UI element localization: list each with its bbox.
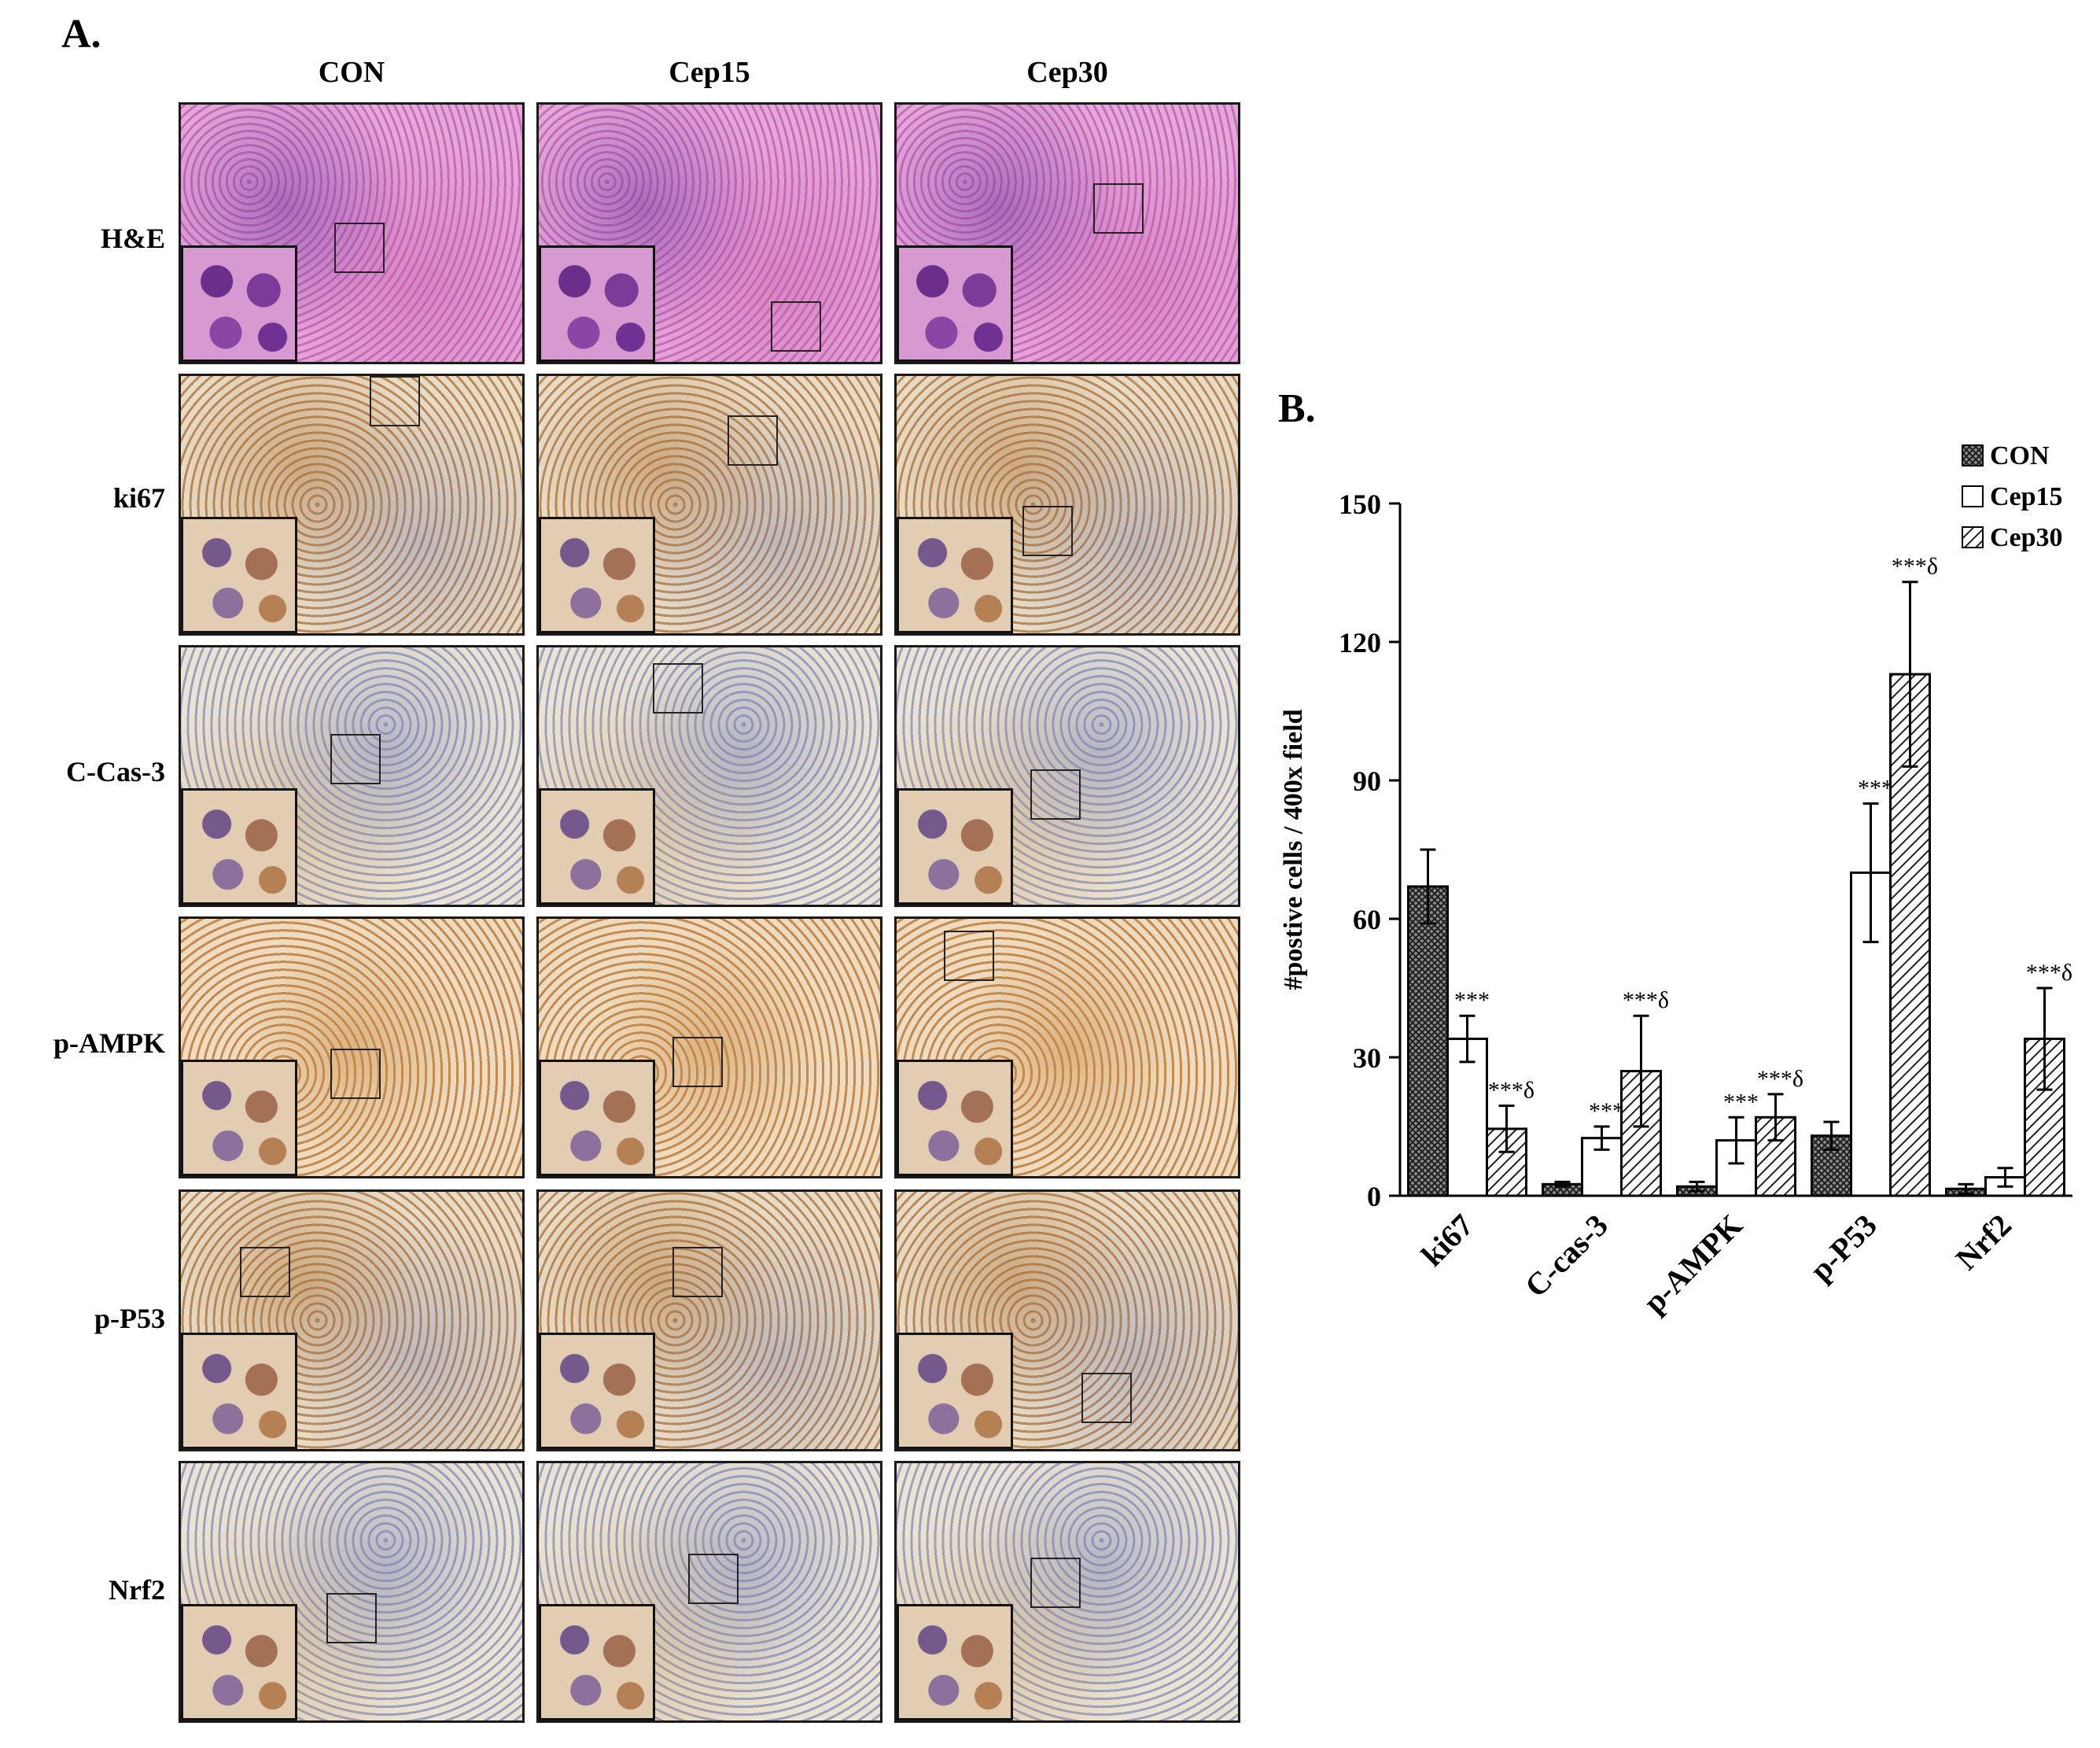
bar-cep15-p-p53 (1850, 871, 1892, 1197)
micrograph-p-p53-con (179, 1189, 525, 1451)
x-category-label: p-P53 (1803, 1208, 1884, 1289)
panel-b-label: B. (1278, 386, 1316, 431)
legend-label-cep30: Cep30 (1990, 523, 2063, 552)
x-category-label: C-cas-3 (1518, 1208, 1615, 1304)
x-category-label: ki67 (1414, 1208, 1480, 1274)
micrograph-inset (181, 1333, 297, 1449)
micrograph-nrf2-con (179, 1461, 525, 1723)
legend-label-con: CON (1990, 441, 2050, 470)
micrograph-inset (539, 788, 655, 905)
significance-label: *** (1454, 987, 1490, 1013)
micrograph-c-cas-3-cep30 (894, 645, 1240, 907)
significance-label: *** (1589, 1098, 1624, 1124)
y-axis-label: #postive cells / 400x field (1279, 709, 1308, 990)
micrograph-inset (539, 1604, 655, 1720)
zoom-region-box (1030, 1558, 1081, 1608)
zoom-region-box (944, 931, 994, 981)
legend-swatch-cep30 (1962, 526, 1984, 548)
y-tick-label: 150 (1339, 489, 1381, 520)
micrograph-inset (181, 1060, 297, 1176)
micrograph-p-p53-cep30 (894, 1189, 1240, 1451)
bar-cep15-ki67 (1446, 1038, 1488, 1197)
column-header-con: CON (318, 56, 385, 89)
zoom-region-box (771, 301, 821, 352)
zoom-region-box (330, 1049, 381, 1099)
micrograph-inset (897, 788, 1013, 905)
bar-con-ki67 (1407, 885, 1449, 1197)
micrograph-inset (181, 788, 297, 905)
x-category-label: p-AMPK (1636, 1208, 1748, 1320)
zoom-region-box (1081, 1373, 1132, 1423)
significance-label: *** (1723, 1089, 1759, 1115)
zoom-region-box (330, 734, 381, 784)
legend-swatch-con (1962, 444, 1984, 467)
micrograph-inset (181, 245, 297, 362)
column-header-cep30: Cep30 (1026, 56, 1108, 89)
micrograph-nrf2-cep15 (536, 1461, 882, 1723)
micrograph-ki67-cep15 (536, 374, 882, 636)
x-category-label: Nrf2 (1948, 1208, 2017, 1277)
zoom-region-box (672, 1247, 723, 1297)
y-tick-label: 0 (1367, 1181, 1381, 1212)
significance-label: ***δ (1488, 1078, 1534, 1104)
column-header-cep15: Cep15 (669, 56, 750, 89)
significance-label: ***δ (1757, 1066, 1803, 1092)
micrograph-inset (181, 517, 297, 633)
row-header-ki67: ki67 (112, 482, 165, 514)
row-header-p-p53: p-P53 (94, 1303, 165, 1334)
micrograph-p-ampk-cep30 (894, 916, 1240, 1178)
micrograph-he-con (179, 102, 525, 364)
zoom-region-box (326, 1593, 377, 1643)
significance-label: *** (1858, 775, 1893, 801)
y-tick-label: 90 (1353, 765, 1381, 797)
micrograph-inset (897, 245, 1013, 362)
row-header-nrf2: Nrf2 (109, 1574, 165, 1606)
micrograph-inset (539, 517, 655, 633)
significance-label: ***δ (1892, 554, 1938, 580)
zoom-region-box (334, 223, 385, 273)
zoom-region-box (1030, 769, 1081, 820)
y-tick-label: 60 (1353, 904, 1381, 935)
zoom-region-box (728, 415, 778, 466)
micrograph-inset (897, 1604, 1013, 1720)
row-header-c-cas-3: C-Cas-3 (66, 756, 165, 787)
zoom-region-box (688, 1554, 739, 1604)
micrograph-inset (897, 1333, 1013, 1449)
micrograph-inset (539, 1060, 655, 1176)
micrograph-inset (181, 1604, 297, 1720)
micrograph-inset (897, 517, 1013, 633)
row-header-p-ampk: p-AMPK (53, 1027, 165, 1059)
row-header-he: H&E (100, 223, 165, 254)
micrograph-nrf2-cep30 (894, 1461, 1240, 1723)
legend-swatch-cep15 (1962, 485, 1984, 507)
zoom-region-box (1022, 506, 1073, 556)
micrograph-inset (539, 1333, 655, 1449)
micrograph-p-ampk-cep15 (536, 916, 882, 1178)
zoom-region-box (1093, 183, 1144, 234)
y-tick-label: 30 (1353, 1042, 1381, 1074)
micrograph-inset (897, 1060, 1013, 1176)
zoom-region-box (672, 1037, 723, 1087)
micrograph-he-cep15 (536, 102, 882, 364)
micrograph-ki67-con (179, 374, 525, 636)
significance-label: ***δ (2026, 960, 2072, 986)
zoom-region-box (240, 1247, 290, 1297)
zoom-region-box (370, 376, 420, 426)
micrograph-c-cas-3-con (179, 645, 525, 907)
legend-label-cep15: Cep15 (1990, 482, 2063, 511)
bar-chart: 0 30 60 90 120 150 #postive cells / 400x field… (1279, 441, 2072, 1320)
micrograph-p-p53-cep15 (536, 1189, 882, 1451)
micrograph-inset (539, 245, 655, 362)
significance-label: ***δ (1623, 987, 1669, 1013)
micrograph-he-cep30 (894, 102, 1240, 364)
zoom-region-box (653, 663, 703, 714)
y-tick-label: 120 (1339, 627, 1381, 658)
micrograph-c-cas-3-cep15 (536, 645, 882, 907)
panel-a-label: A. (61, 12, 101, 57)
micrograph-ki67-cep30 (894, 374, 1240, 636)
micrograph-p-ampk-con (179, 916, 525, 1178)
